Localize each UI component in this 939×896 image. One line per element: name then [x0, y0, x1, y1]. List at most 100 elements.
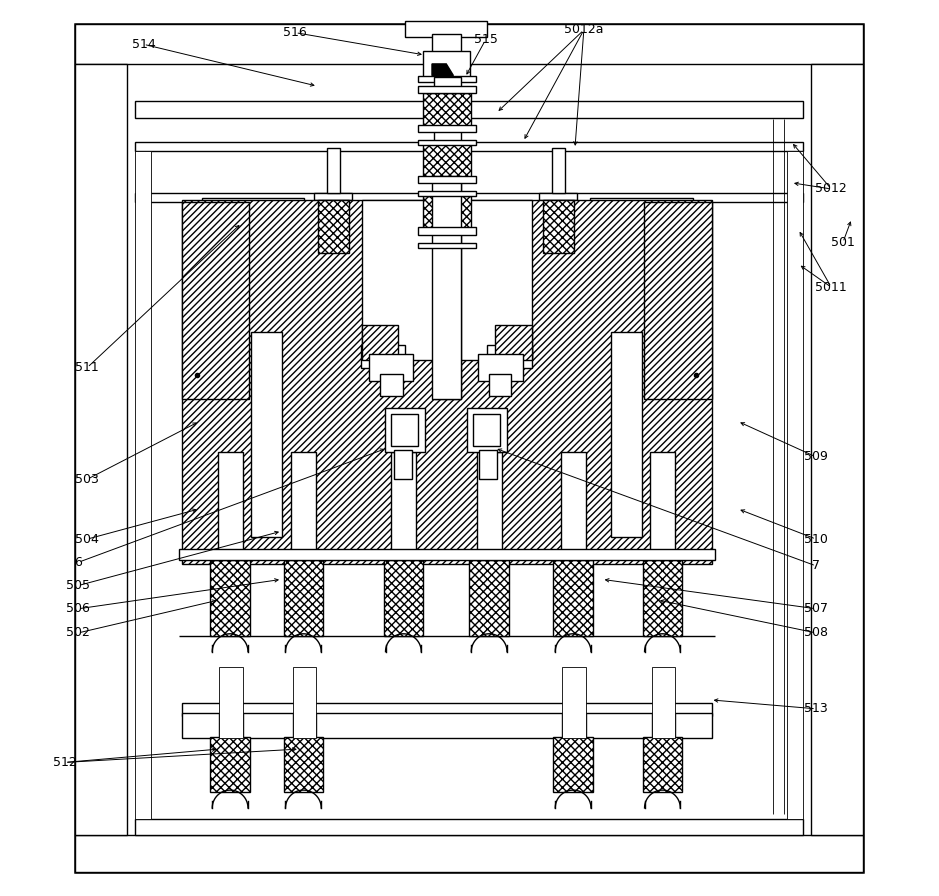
Bar	[470, 560, 509, 635]
Bar	[477, 452, 501, 564]
Bar	[539, 248, 577, 255]
Bar	[418, 86, 476, 93]
Text: 512: 512	[53, 756, 77, 769]
Polygon shape	[432, 64, 454, 75]
Bar	[291, 452, 316, 564]
Bar	[182, 703, 712, 716]
Bar	[479, 450, 497, 479]
Bar	[182, 200, 712, 564]
Text: 502: 502	[67, 626, 90, 640]
Text: 504: 504	[75, 532, 100, 546]
Bar	[539, 193, 577, 200]
Bar	[394, 450, 412, 479]
Bar	[406, 21, 487, 37]
Bar	[810, 64, 863, 835]
Bar	[423, 144, 471, 180]
Text: 6: 6	[74, 556, 83, 569]
Bar	[432, 33, 461, 53]
Bar	[391, 452, 416, 564]
Bar	[134, 142, 803, 151]
Bar	[495, 324, 532, 360]
Bar	[218, 452, 242, 564]
Bar	[220, 667, 242, 738]
Bar	[75, 64, 127, 835]
Bar	[182, 713, 712, 738]
Bar	[652, 713, 675, 738]
Text: 515: 515	[473, 33, 498, 47]
Bar	[385, 408, 424, 452]
Text: 513: 513	[804, 702, 828, 715]
Bar	[391, 414, 418, 446]
Text: 509: 509	[804, 451, 828, 463]
Bar	[362, 324, 398, 360]
Text: 514: 514	[131, 38, 155, 51]
Bar	[75, 23, 863, 64]
Bar	[134, 151, 150, 819]
Bar	[418, 125, 476, 132]
Bar	[380, 374, 403, 396]
Bar	[314, 248, 351, 255]
Bar	[293, 713, 316, 738]
Bar	[134, 194, 803, 202]
Bar	[473, 414, 500, 446]
Bar	[369, 354, 413, 381]
Bar	[75, 835, 863, 873]
Bar	[787, 151, 803, 819]
Bar	[562, 667, 586, 738]
Bar	[293, 667, 316, 738]
Bar	[220, 713, 242, 738]
Bar	[610, 332, 642, 538]
Text: 503: 503	[75, 473, 100, 486]
Bar	[75, 23, 863, 873]
Bar	[284, 560, 323, 635]
Bar	[327, 148, 340, 193]
Bar	[418, 176, 476, 183]
Bar	[361, 345, 406, 367]
Bar	[643, 202, 712, 399]
Bar	[643, 560, 682, 635]
Bar	[479, 354, 523, 381]
Bar	[418, 140, 476, 145]
Bar	[182, 202, 249, 399]
Bar	[202, 198, 304, 270]
Bar	[561, 452, 586, 564]
Bar	[423, 50, 470, 79]
Text: 506: 506	[67, 602, 90, 616]
Bar	[553, 560, 593, 635]
Bar	[552, 148, 565, 193]
Bar	[553, 737, 593, 792]
Bar	[562, 713, 586, 738]
Text: 511: 511	[75, 361, 100, 375]
Bar	[134, 101, 803, 117]
Text: 507: 507	[804, 602, 828, 616]
Text: 501: 501	[831, 236, 854, 249]
Bar	[418, 228, 476, 235]
Bar	[179, 549, 716, 560]
Bar	[384, 560, 423, 635]
Text: 5011: 5011	[815, 280, 847, 294]
Bar	[423, 93, 471, 129]
Bar	[590, 198, 693, 270]
Text: 510: 510	[804, 532, 828, 546]
Bar	[284, 737, 323, 792]
Bar	[432, 176, 461, 399]
Bar	[467, 408, 507, 452]
Text: 508: 508	[804, 626, 828, 640]
Bar	[652, 667, 675, 738]
Bar	[314, 193, 351, 200]
Text: 5012: 5012	[815, 183, 847, 195]
Text: 7: 7	[812, 559, 820, 573]
Bar	[487, 345, 532, 367]
Bar	[423, 196, 471, 232]
Text: 516: 516	[284, 26, 307, 39]
Bar	[251, 332, 282, 538]
Bar	[643, 737, 682, 792]
Bar	[489, 374, 512, 396]
Text: 5012a: 5012a	[564, 23, 604, 37]
Bar	[543, 200, 574, 254]
Bar	[434, 77, 460, 399]
Bar	[418, 191, 476, 196]
Bar	[134, 819, 803, 835]
Bar	[418, 243, 476, 248]
Bar	[418, 75, 476, 82]
